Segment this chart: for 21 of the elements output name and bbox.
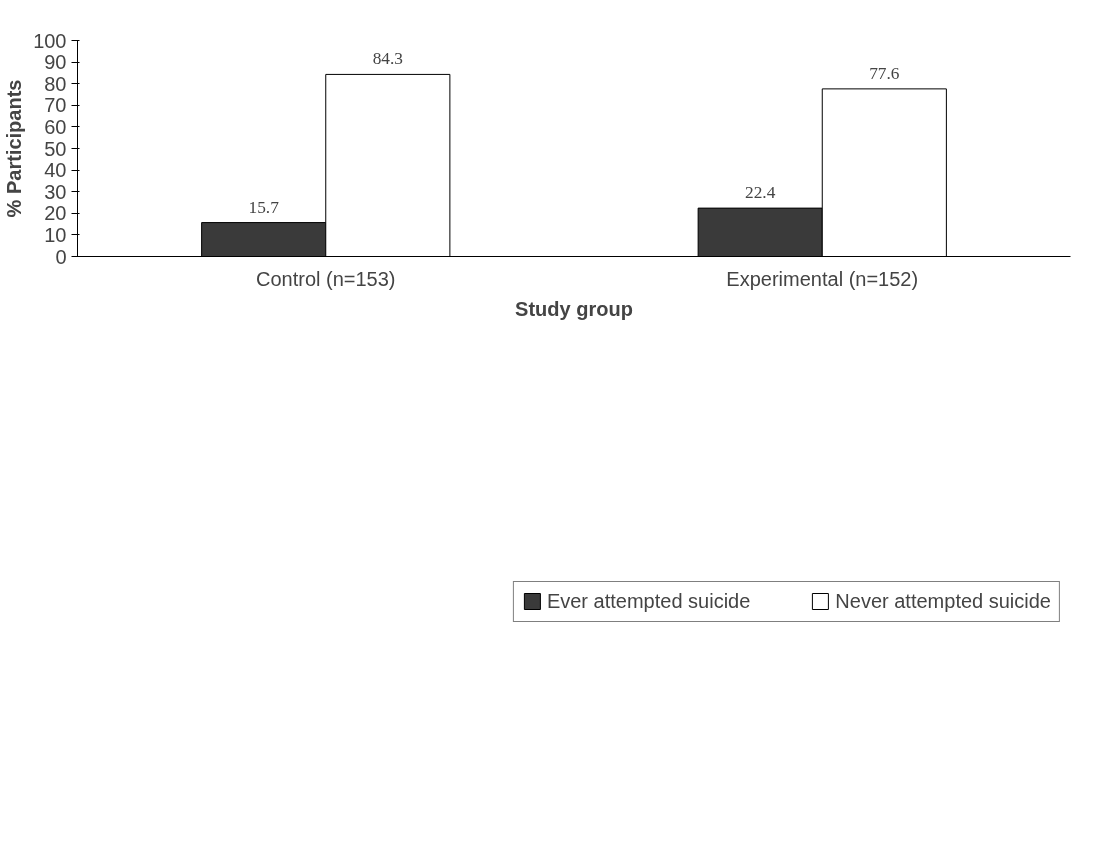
- y-tick-label: 20: [44, 202, 67, 225]
- data-label: 22.4: [745, 183, 776, 203]
- y-tick-label: 80: [44, 72, 67, 95]
- data-label: 84.3: [372, 49, 403, 69]
- x-axis-title: Study group: [515, 297, 633, 320]
- y-tick-label: 50: [44, 137, 67, 160]
- y-tick-label: 30: [44, 180, 67, 203]
- x-tick-label: Control (n=153): [255, 267, 396, 290]
- y-tick-label: 100: [33, 29, 67, 52]
- y-axis-title: % Participants: [3, 79, 26, 218]
- y-tick-label: 10: [44, 223, 67, 246]
- legend-label: Never attempted suicide: [835, 589, 1051, 613]
- y-tick-label: 90: [44, 51, 67, 74]
- y-tick-label: 0: [55, 245, 67, 268]
- y-tick-label: 60: [44, 115, 67, 138]
- data-label: 15.7: [248, 197, 280, 217]
- y-tick-label: 70: [44, 94, 67, 117]
- y-tick-label: 40: [44, 159, 67, 182]
- legend-label: Ever attempted suicide: [546, 589, 751, 613]
- data-label: 77.6: [869, 63, 900, 83]
- x-tick-label: Experimental (n=152): [726, 267, 919, 290]
